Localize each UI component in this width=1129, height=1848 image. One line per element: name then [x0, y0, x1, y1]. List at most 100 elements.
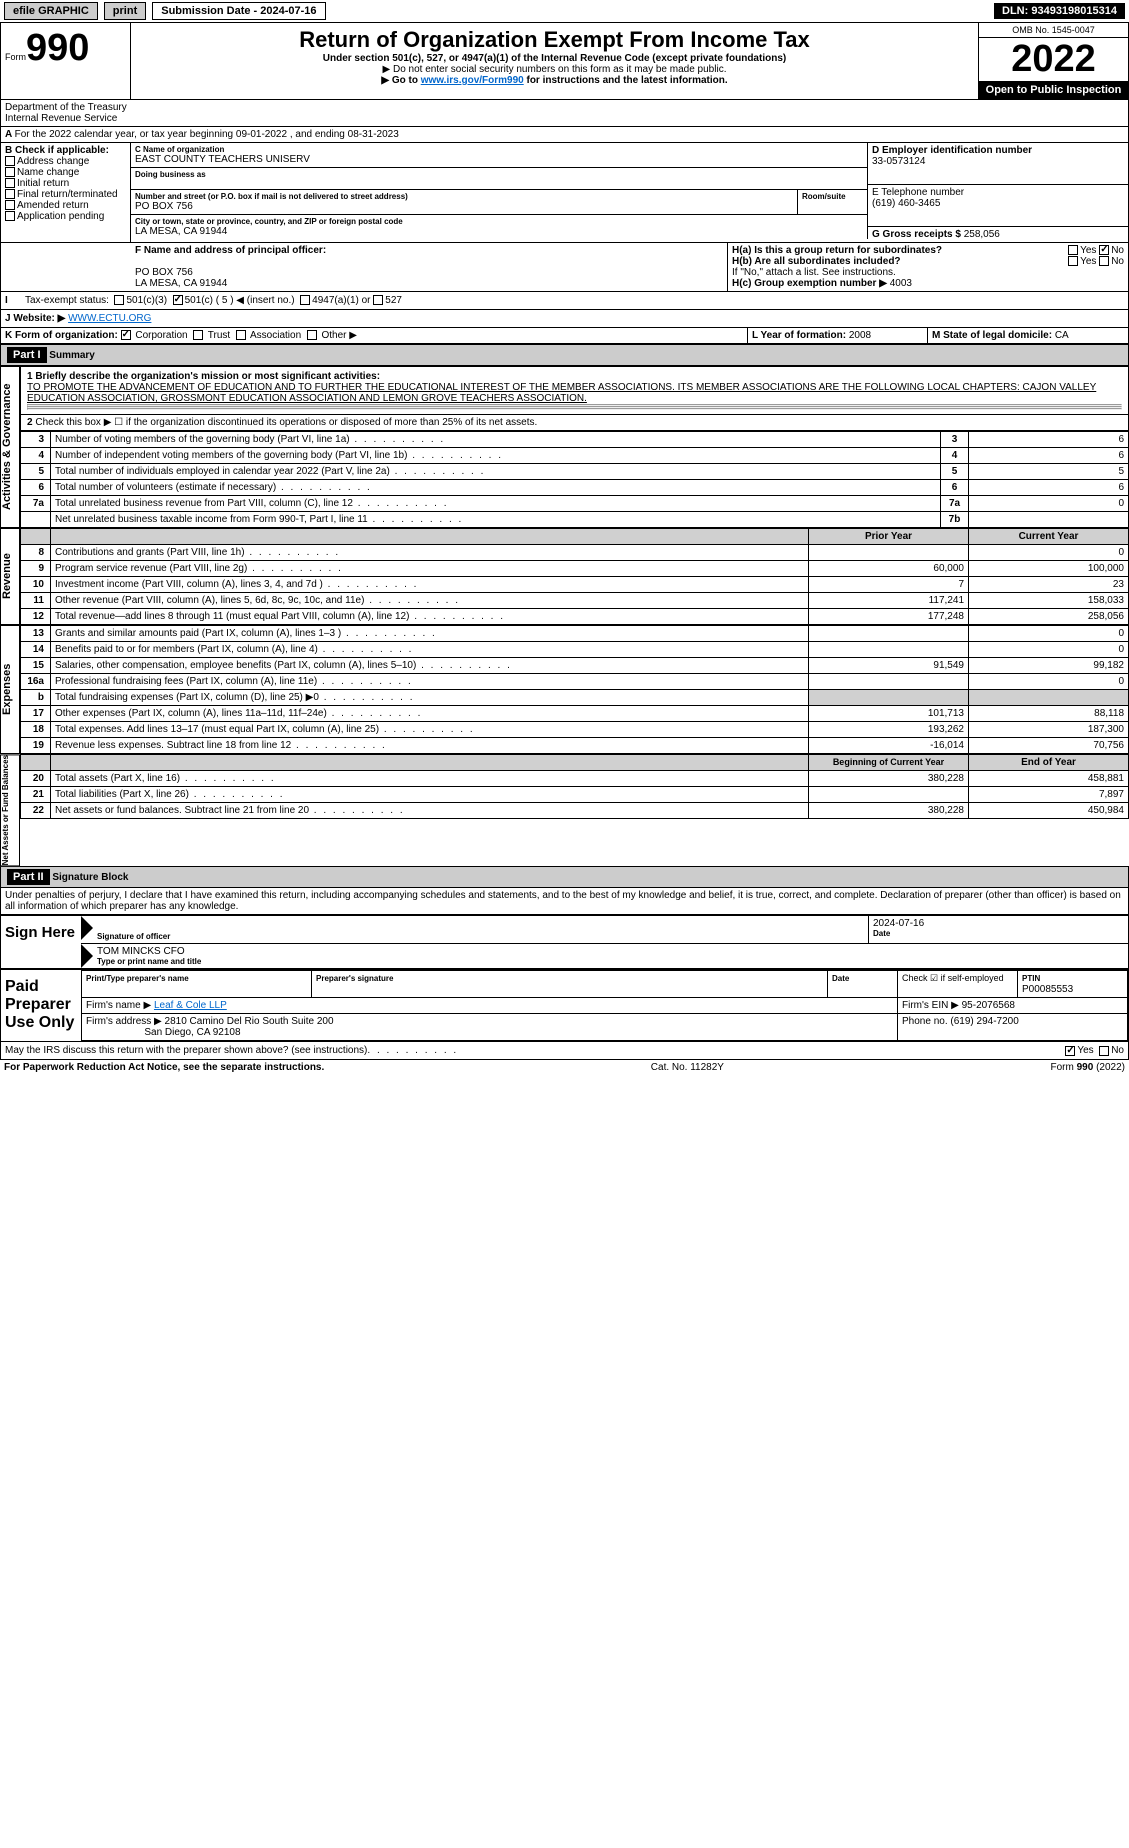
city-label: City or town, state or province, country… — [135, 217, 863, 226]
firm-addr2: San Diego, CA 92108 — [144, 1027, 240, 1038]
table-row: 8Contributions and grants (Part VIII, li… — [21, 545, 1129, 561]
title-cell: Return of Organization Exempt From Incom… — [131, 23, 978, 99]
gross-receipts-value: 258,056 — [964, 229, 1000, 240]
netassets-block: Net Assets or Fund Balances Beginning of… — [0, 754, 1129, 866]
firm-ein-label: Firm's EIN ▶ — [902, 1000, 959, 1011]
room-label: Room/suite — [802, 192, 863, 201]
side-activities: Activities & Governance — [0, 366, 20, 528]
table-row: 5Total number of individuals employed in… — [21, 464, 1129, 480]
box-j: J Website: ▶ WWW.ECTU.ORG — [0, 310, 1129, 328]
hc-value: 4003 — [890, 278, 912, 289]
expenses-block: Expenses 13Grants and similar amounts pa… — [0, 625, 1129, 754]
part2-title: Signature Block — [52, 872, 128, 883]
table-row: 17Other expenses (Part IX, column (A), l… — [21, 706, 1129, 722]
prep-phone-label: Phone no. — [902, 1016, 948, 1027]
firm-ein: 95-2076568 — [962, 1000, 1015, 1011]
chk-amended[interactable] — [5, 200, 15, 210]
form-subtitle: Under section 501(c), 527, or 4947(a)(1)… — [135, 53, 974, 64]
self-employed: Check ☑ if self-employed — [898, 971, 1018, 998]
chk-527[interactable] — [373, 295, 383, 305]
prep-sig-label: Preparer's signature — [316, 974, 394, 983]
expenses-table: 13Grants and similar amounts paid (Part … — [20, 625, 1129, 754]
table-row: 18Total expenses. Add lines 13–17 (must … — [21, 722, 1129, 738]
chk-501c3[interactable] — [114, 295, 124, 305]
table-row: 6Total number of volunteers (estimate if… — [21, 480, 1129, 496]
part1-marker: Part I — [7, 347, 47, 363]
chk-discuss-no[interactable] — [1099, 1046, 1109, 1056]
col-end-year: End of Year — [969, 755, 1129, 771]
chk-501c[interactable] — [173, 295, 183, 305]
sig-date-label: Date — [873, 929, 1124, 938]
goto-pre: ▶ Go to — [381, 75, 420, 86]
chk-name-change[interactable] — [5, 167, 15, 177]
table-row: 4Number of independent voting members of… — [21, 448, 1129, 464]
cat-no: Cat. No. 11282Y — [651, 1062, 724, 1073]
col-current-year: Current Year — [969, 529, 1129, 545]
box-f: F Name and address of principal officer:… — [131, 243, 728, 291]
chk-address-change[interactable] — [5, 156, 15, 166]
part1-header: Part I Summary — [0, 344, 1129, 366]
klm-row: K Form of organization: Corporation Trus… — [0, 328, 1129, 344]
pra-notice: For Paperwork Reduction Act Notice, see … — [4, 1062, 324, 1073]
period-row: A For the 2022 calendar year, or tax yea… — [0, 127, 1129, 143]
discuss-yes: Yes — [1077, 1045, 1093, 1056]
opt-final-return: Final return/terminated — [17, 189, 118, 200]
opt-527: 527 — [385, 295, 402, 306]
table-row: 3Number of voting members of the governi… — [21, 432, 1129, 448]
chk-discuss-yes[interactable] — [1065, 1046, 1075, 1056]
chk-assoc[interactable] — [236, 330, 246, 340]
print-button[interactable]: print — [104, 2, 146, 20]
line1-label: 1 Briefly describe the organization's mi… — [27, 371, 1122, 382]
ha-no: No — [1111, 245, 1124, 256]
city-value: LA MESA, CA 91944 — [135, 226, 863, 237]
chk-hb-yes[interactable] — [1068, 256, 1078, 266]
website-label: Website: ▶ — [13, 313, 65, 324]
table-row: 15Salaries, other compensation, employee… — [21, 658, 1129, 674]
chk-corp[interactable] — [121, 330, 131, 340]
line1: 1 Briefly describe the organization's mi… — [20, 366, 1129, 415]
paid-preparer-block: Paid Preparer Use Only Print/Type prepar… — [0, 969, 1129, 1042]
sign-here-block: Sign Here Signature of officer 2024-07-1… — [0, 915, 1129, 969]
chk-ha-no[interactable] — [1099, 245, 1109, 255]
chk-app-pending[interactable] — [5, 211, 15, 221]
box-k: K Form of organization: Corporation Trus… — [1, 328, 748, 343]
table-row: 20Total assets (Part X, line 16)380,2284… — [21, 771, 1129, 787]
box-b-label: B Check if applicable: — [5, 145, 126, 156]
chk-trust[interactable] — [193, 330, 203, 340]
opt-initial-return: Initial return — [17, 178, 69, 189]
chk-final-return[interactable] — [5, 189, 15, 199]
efile-label: efile GRAPHIC — [4, 2, 98, 20]
table-row: 22Net assets or fund balances. Subtract … — [21, 803, 1129, 819]
paid-preparer-label: Paid Preparer Use Only — [1, 970, 81, 1041]
dba-label: Doing business as — [135, 170, 863, 179]
declaration: Under penalties of perjury, I declare th… — [0, 888, 1129, 915]
box-l: L Year of formation: 2008 — [748, 328, 928, 343]
box-h: H(a) Is this a group return for subordin… — [728, 243, 1128, 291]
ptin-label: PTIN — [1022, 974, 1040, 983]
line2: 2 Check this box ▶ ☐ if the organization… — [20, 415, 1129, 431]
hb-no: No — [1111, 256, 1124, 267]
website-link[interactable]: WWW.ECTU.ORG — [68, 313, 151, 324]
part2-marker: Part II — [7, 869, 50, 885]
chk-4947[interactable] — [300, 295, 310, 305]
opt-address-change: Address change — [17, 156, 89, 167]
chk-initial-return[interactable] — [5, 178, 15, 188]
officer-addr2: LA MESA, CA 91944 — [135, 278, 723, 289]
opt-4947: 4947(a)(1) or — [312, 295, 370, 306]
officer-addr1: PO BOX 756 — [135, 267, 723, 278]
chk-hb-no[interactable] — [1099, 256, 1109, 266]
chk-other[interactable] — [307, 330, 317, 340]
table-row: bTotal fundraising expenses (Part IX, co… — [21, 690, 1129, 706]
chk-ha-yes[interactable] — [1068, 245, 1078, 255]
irs-link[interactable]: www.irs.gov/Form990 — [421, 75, 524, 86]
submission-date: Submission Date - 2024-07-16 — [152, 2, 325, 20]
table-row: 19Revenue less expenses. Subtract line 1… — [21, 738, 1129, 754]
opt-501c3: 501(c)(3) — [126, 295, 167, 306]
table-row: 9Program service revenue (Part VIII, lin… — [21, 561, 1129, 577]
table-row: 16aProfessional fundraising fees (Part I… — [21, 674, 1129, 690]
side-revenue: Revenue — [0, 528, 20, 625]
table-row: 13Grants and similar amounts paid (Part … — [21, 626, 1129, 642]
dept-label: Department of the Treasury — [5, 102, 127, 113]
discuss-no: No — [1111, 1045, 1124, 1056]
firm-name-link[interactable]: Leaf & Cole LLP — [154, 1000, 227, 1011]
